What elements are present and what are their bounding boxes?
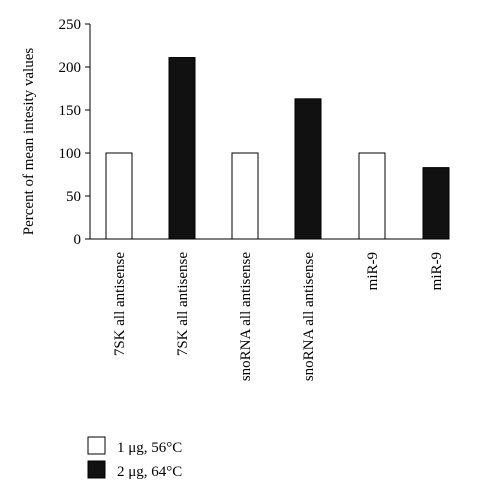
x-tick-label: 7SK all antisense (175, 252, 191, 356)
bar-2 (168, 57, 196, 240)
legend: 1 μg, 56°C 2 μg, 64°C (87, 436, 182, 480)
legend-label-1: 1 μg, 56°C (117, 440, 182, 456)
x-tick-label: 7SK all antisense (112, 252, 128, 356)
legend-swatch-2 (87, 460, 106, 479)
y-tick-label: 200 (59, 60, 82, 76)
bars (105, 57, 450, 240)
x-tick-label: miR-9 (365, 252, 381, 290)
y-axis-label: Percent of mean intesity values (21, 48, 37, 236)
axes: 0 50 100 150 200 250 (59, 17, 448, 248)
y-tick-label: 100 (59, 146, 82, 162)
bar-6 (422, 167, 450, 240)
legend-label-2: 2 μg, 64°C (117, 464, 182, 480)
bar-5 (358, 152, 386, 240)
x-tick-label: snoRNA all antisense (301, 252, 317, 381)
legend-swatch-1 (87, 436, 106, 455)
x-tick-labels: 7SK all antisense 7SK all antisense snoRNA… (112, 252, 445, 381)
y-axis-label-group: Percent of mean intesity values (21, 48, 37, 236)
x-tick-label: snoRNA all antisense (238, 252, 254, 381)
bar-1 (105, 152, 133, 240)
y-tick-label: 50 (66, 189, 81, 205)
y-tick-label: 150 (59, 103, 82, 119)
x-tick-label: miR-9 (429, 252, 445, 290)
y-tick-label: 250 (59, 17, 82, 33)
y-tick-label: 0 (74, 232, 82, 248)
bar-4 (294, 98, 322, 240)
bar-3 (231, 152, 259, 240)
